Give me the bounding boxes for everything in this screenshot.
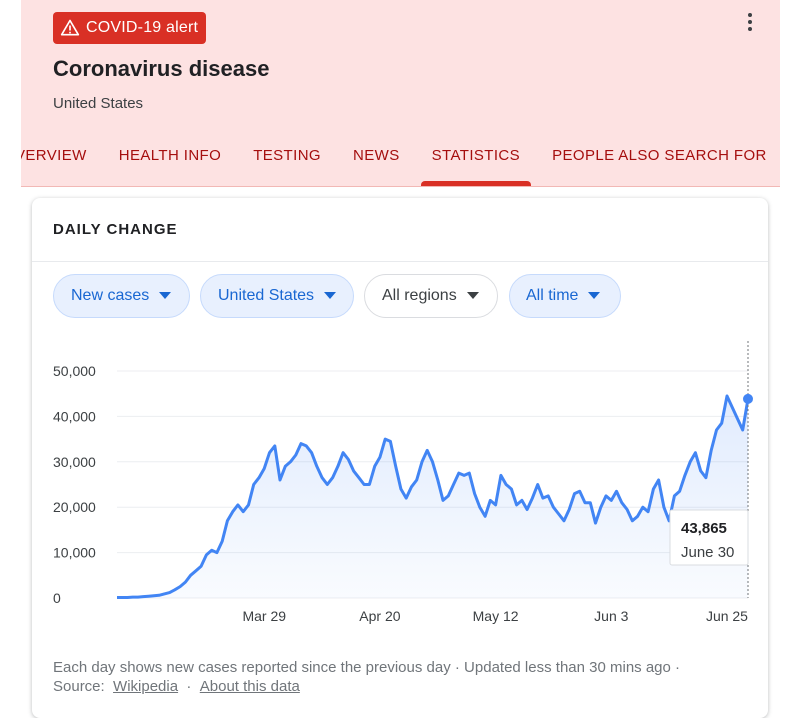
period-dropdown-label: All time bbox=[526, 287, 579, 304]
about-this-data-link[interactable]: About this data bbox=[199, 678, 300, 695]
chart-tooltip bbox=[669, 509, 749, 566]
x-tick-label: May 12 bbox=[473, 608, 519, 624]
country-dropdown-label: United States bbox=[218, 287, 315, 304]
tooltip-value: 43,865 bbox=[681, 520, 727, 537]
selected-data-point bbox=[743, 393, 753, 404]
page-title: Coronavirus disease bbox=[53, 56, 270, 81]
y-tick-label: 0 bbox=[53, 590, 61, 606]
tooltip-date: June 30 bbox=[681, 544, 734, 561]
country-dropdown[interactable]: United States bbox=[200, 274, 354, 318]
chevron-down-icon bbox=[159, 292, 172, 299]
source-label: Source: bbox=[53, 678, 105, 695]
alert-label: COVID-19 alert bbox=[86, 19, 199, 36]
tab-people-also-search-for[interactable]: PEOPLE ALSO SEARCH FOR bbox=[552, 147, 767, 164]
tab-news[interactable]: NEWS bbox=[353, 147, 400, 164]
y-tick-label: 10,000 bbox=[53, 545, 96, 561]
tab-statistics[interactable]: STATISTICS bbox=[416, 146, 536, 186]
chart-footer: Each day shows new cases reported since … bbox=[53, 658, 753, 696]
covid-alert-badge[interactable]: COVID-19 alert bbox=[53, 12, 207, 44]
knowledge-panel-header: COVID-19 alert Coronavirus disease Unite… bbox=[21, 0, 780, 187]
series-area bbox=[117, 396, 748, 598]
x-tick-label: Mar 29 bbox=[242, 608, 286, 624]
wikipedia-link[interactable]: Wikipedia bbox=[113, 678, 179, 695]
active-tab-indicator bbox=[420, 181, 532, 186]
y-tick-label: 30,000 bbox=[53, 454, 96, 470]
x-tick-label: Apr 20 bbox=[359, 608, 400, 624]
y-tick-label: 40,000 bbox=[53, 408, 96, 424]
daily-cases-chart[interactable]: 0 10,000 20,000 30,000 40,000 50,000 Mar 29 Apr… bbox=[32, 198, 768, 638]
x-tick-label: Jun 3 bbox=[594, 608, 628, 624]
tab-overview[interactable]: VERVIEW bbox=[21, 147, 87, 164]
region-dropdown[interactable]: All regions bbox=[364, 274, 498, 318]
chevron-down-icon bbox=[466, 292, 479, 299]
x-tick-label: Jun 25 bbox=[706, 608, 748, 624]
card-title: DAILY CHANGE bbox=[53, 221, 178, 238]
y-tick-label: 50,000 bbox=[53, 363, 96, 379]
series-line bbox=[117, 394, 750, 599]
footer-description: Each day shows new cases reported since … bbox=[53, 659, 681, 676]
tab-bar: VERVIEW HEALTH INFO TESTING NEWS STATIST… bbox=[21, 146, 780, 186]
footer-separator: · bbox=[186, 678, 192, 695]
daily-change-card: DAILY CHANGE New cases United States All… bbox=[32, 198, 768, 718]
card-divider bbox=[32, 261, 768, 262]
tab-health-info[interactable]: HEALTH INFO bbox=[118, 147, 222, 164]
period-dropdown[interactable]: All time bbox=[509, 274, 621, 318]
region-dropdown-label: All regions bbox=[382, 287, 457, 304]
tab-testing[interactable]: TESTING bbox=[253, 147, 321, 164]
y-tick-label: 20,000 bbox=[53, 499, 96, 515]
metric-dropdown-label: New cases bbox=[71, 287, 150, 304]
page-subtitle: United States bbox=[53, 95, 144, 112]
more-options-icon[interactable] bbox=[740, 10, 760, 34]
chevron-down-icon bbox=[324, 292, 337, 299]
chevron-down-icon bbox=[588, 292, 601, 299]
metric-dropdown[interactable]: New cases bbox=[53, 274, 190, 318]
warning-icon bbox=[60, 19, 80, 36]
